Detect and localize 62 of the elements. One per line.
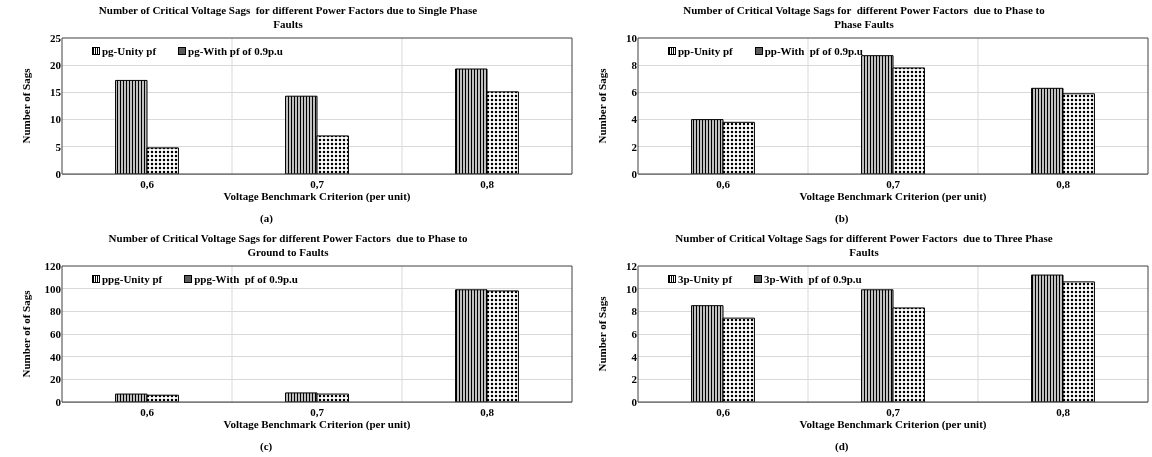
y-tick-label: 8 bbox=[631, 305, 638, 318]
x-axis-title: Voltage Benchmark Criterion (per unit) bbox=[799, 190, 987, 204]
y-axis-title: Number of of Sags bbox=[20, 289, 32, 378]
x-tick-label: 0,6 bbox=[140, 406, 155, 419]
y-tick-label: 10 bbox=[626, 31, 638, 44]
chart-title: Number of Critical Voltage Sags for different Power Factors due to Three Phase Faults bbox=[675, 231, 1053, 258]
x-tick-label: 0,6 bbox=[716, 178, 731, 191]
legend-label: ppg-Unity pf bbox=[102, 273, 163, 285]
legend-label: ppg-With pf of 0.9p.u bbox=[194, 273, 298, 285]
y-tick-label: 0 bbox=[55, 167, 62, 180]
chart-title: Number of Critical Voltage Sags for different Power Factors due to Phase to Phase Faults bbox=[683, 3, 1046, 30]
y-tick-label: 2 bbox=[631, 373, 638, 386]
x-tick-label: 0,7 bbox=[886, 178, 901, 191]
y-axis-title: Number of Sags bbox=[596, 295, 608, 372]
chart-title: Number of Critical Voltage Sags for different Power Factors due to Phase to Ground to Faults bbox=[108, 231, 468, 258]
x-axis-title: Voltage Benchmark Criterion (per unit) bbox=[799, 418, 987, 432]
y-tick-label: 5 bbox=[55, 140, 62, 153]
y-tick-label: 4 bbox=[631, 350, 638, 363]
chart-title: Number of Critical Voltage Sags for different Power Factors due to Single Phase Faults bbox=[98, 3, 478, 30]
x-tick-label: 0,8 bbox=[1056, 406, 1071, 419]
legend-label: pg-With pf of 0.9p.u bbox=[188, 45, 283, 57]
y-tick-label: 12 bbox=[626, 259, 638, 272]
legend-label: 3p-Unity pf bbox=[678, 273, 733, 285]
x-axis-title: Voltage Benchmark Criterion (per unit) bbox=[223, 418, 411, 432]
y-tick-label: 40 bbox=[50, 350, 62, 363]
x-tick-label: 0,6 bbox=[716, 406, 731, 419]
x-tick-label: 0,8 bbox=[480, 406, 495, 419]
text: (c) bbox=[260, 440, 273, 453]
y-tick-label: 20 bbox=[50, 373, 62, 386]
text: (d) bbox=[835, 440, 849, 453]
legend-label: pg-Unity pf bbox=[102, 45, 157, 57]
y-axis-title: Number of Sags bbox=[20, 67, 32, 144]
legend-label: pp-Unity pf bbox=[678, 45, 733, 57]
y-tick-label: 15 bbox=[50, 86, 62, 99]
y-tick-label: 0 bbox=[55, 395, 62, 408]
x-axis-title: Voltage Benchmark Criterion (per unit) bbox=[223, 190, 411, 204]
y-tick-label: 0 bbox=[631, 167, 638, 180]
y-tick-label: 0 bbox=[631, 395, 638, 408]
y-tick-label: 100 bbox=[44, 282, 62, 295]
text: (a) bbox=[260, 212, 274, 225]
x-tick-label: 0,7 bbox=[310, 406, 325, 419]
x-tick-label: 0,6 bbox=[140, 178, 155, 191]
x-tick-label: 0,7 bbox=[310, 178, 325, 191]
y-tick-label: 60 bbox=[50, 327, 62, 340]
x-tick-label: 0,7 bbox=[886, 406, 901, 419]
y-axis-title: Number of Sags bbox=[596, 67, 608, 144]
x-tick-label: 0,8 bbox=[480, 178, 495, 191]
y-tick-label: 10 bbox=[626, 282, 638, 295]
y-tick-label: 6 bbox=[631, 327, 638, 340]
y-tick-label: 25 bbox=[50, 31, 62, 44]
text: (b) bbox=[835, 212, 849, 225]
y-tick-label: 2 bbox=[631, 140, 638, 153]
y-tick-label: 6 bbox=[631, 86, 638, 99]
y-tick-label: 10 bbox=[50, 113, 62, 126]
x-tick-label: 0,8 bbox=[1056, 178, 1071, 191]
y-tick-label: 80 bbox=[50, 305, 62, 318]
legend-label: pp-With pf of 0.9p.u bbox=[764, 45, 863, 57]
y-tick-label: 20 bbox=[50, 59, 62, 72]
y-tick-label: 8 bbox=[631, 59, 638, 72]
y-tick-label: 120 bbox=[44, 259, 62, 272]
legend-label: 3p-With pf of 0.9p.u bbox=[764, 273, 862, 285]
y-tick-label: 4 bbox=[631, 113, 638, 126]
